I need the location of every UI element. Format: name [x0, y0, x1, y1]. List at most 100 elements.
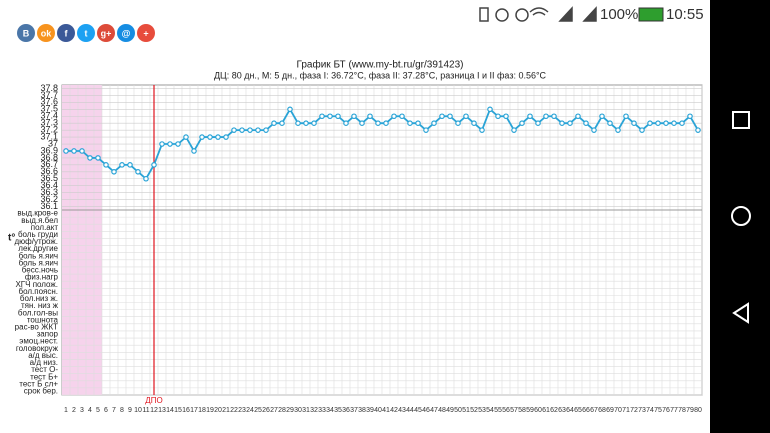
temp-point	[399, 113, 405, 120]
x-tick-label: 72	[630, 407, 638, 414]
plot: 37.837.737.637.537.437.337.237.13736.936…	[8, 83, 703, 414]
temp-point	[303, 120, 309, 126]
y-tick-label: 36.9	[40, 145, 58, 155]
temp-point	[591, 127, 597, 133]
x-tick-label: 69	[606, 407, 614, 414]
share-button[interactable]: +	[137, 24, 155, 42]
temp-point	[543, 113, 549, 120]
x-tick-label: 35	[334, 407, 342, 414]
x-tick-label: 8	[120, 407, 124, 414]
share-icon	[97, 24, 115, 42]
x-tick-label: 65	[574, 407, 582, 414]
x-tick-label: 4	[88, 407, 92, 414]
temp-point	[583, 120, 589, 126]
battery-text: 100%	[600, 6, 638, 23]
x-tick-label: 23	[238, 407, 246, 414]
share-button[interactable]: @	[117, 24, 135, 42]
row-label: выд.кров-е	[17, 209, 58, 218]
temp-point	[495, 113, 501, 120]
share-button[interactable]: В	[17, 24, 35, 42]
temp-point	[567, 120, 573, 126]
x-tick-label: 30	[294, 407, 302, 414]
row-label: пол.акт	[31, 223, 59, 232]
y-tick-label: 36.7	[40, 159, 58, 169]
share-button[interactable]: f	[57, 24, 75, 42]
home-button[interactable]	[731, 206, 751, 226]
temp-point	[447, 113, 453, 120]
row-label: выд.я.бел	[21, 216, 58, 225]
temp-point	[663, 120, 669, 126]
temp-point	[391, 113, 397, 120]
share-icon	[137, 24, 155, 42]
y-tick-label: 37.6	[40, 97, 58, 107]
x-tick-label: 17	[190, 407, 198, 414]
battery	[638, 7, 664, 22]
x-tick-label: 21	[222, 407, 230, 414]
temp-point	[223, 134, 229, 140]
temp-point	[359, 120, 365, 126]
back-button[interactable]	[732, 302, 749, 324]
temp-point	[559, 120, 565, 126]
share-button[interactable]: ok	[37, 24, 55, 42]
x-tick-label: 16	[182, 407, 190, 414]
row-label: тест О-	[31, 365, 58, 374]
row-label: тест Б сл+	[19, 379, 58, 388]
chart-title: График БТ (www.my-bt.ru/gr/391423)	[297, 59, 464, 71]
x-tick-label: 37	[350, 407, 358, 414]
temp-point	[423, 127, 429, 133]
menstruation-band	[62, 85, 102, 395]
temp-point	[647, 120, 653, 126]
share-button[interactable]: t	[77, 24, 95, 42]
x-tick-label: 18	[198, 407, 206, 414]
temp-point	[247, 127, 253, 133]
temp-point	[527, 113, 533, 120]
x-tick-label: 52	[470, 407, 478, 414]
x-tick-label: 36	[342, 407, 350, 414]
temp-point	[151, 162, 157, 168]
x-tick-label: 53	[478, 407, 486, 414]
y-tick-label: 36.2	[40, 194, 58, 204]
row-label: а/д низ.	[30, 358, 58, 367]
temp-point	[87, 155, 93, 161]
share-label: t	[85, 28, 88, 38]
y-tick-label: 37.5	[40, 104, 58, 114]
x-tick-label: 24	[246, 407, 254, 414]
x-tick-label: 22	[230, 407, 238, 414]
y-tick-label: 37.4	[40, 111, 58, 121]
y-tick-label: 37.2	[40, 125, 58, 135]
temp-point	[175, 141, 181, 147]
x-tick-label: 2	[72, 407, 76, 414]
temp-point	[535, 120, 541, 126]
temp-point	[607, 120, 613, 126]
row-label: рас-во ЖКТ	[15, 323, 58, 332]
share-label: f	[65, 28, 69, 38]
x-tick-label: 45	[414, 407, 422, 414]
temp-point	[279, 120, 285, 126]
x-tick-label: 15	[174, 407, 182, 414]
x-tick-label: 43	[398, 407, 406, 414]
temp-point	[487, 106, 493, 113]
temp-point	[463, 113, 469, 120]
temp-point	[383, 120, 389, 126]
temp-point	[695, 127, 701, 133]
x-tick-label: 47	[430, 407, 438, 414]
row-label: бесс.ночь	[22, 266, 58, 275]
x-tick-label: 11	[142, 407, 149, 414]
temp-point	[127, 162, 133, 168]
x-tick-label: 73	[638, 407, 646, 414]
share-button[interactable]: g+	[97, 24, 115, 42]
temp-point	[687, 113, 693, 120]
temp-point	[159, 141, 165, 147]
temp-point	[287, 106, 293, 113]
recent-button[interactable]	[732, 111, 750, 129]
x-tick-label: 26	[262, 407, 270, 414]
temp-point	[79, 148, 85, 154]
temp-point	[519, 120, 525, 126]
y-tick-label: 37.3	[40, 118, 58, 128]
x-tick-label: 70	[614, 407, 622, 414]
row-label: эмоц.нест.	[19, 337, 58, 346]
temp-point	[207, 134, 213, 140]
share-label: g+	[101, 28, 112, 38]
x-tick-label: 33	[318, 407, 326, 414]
